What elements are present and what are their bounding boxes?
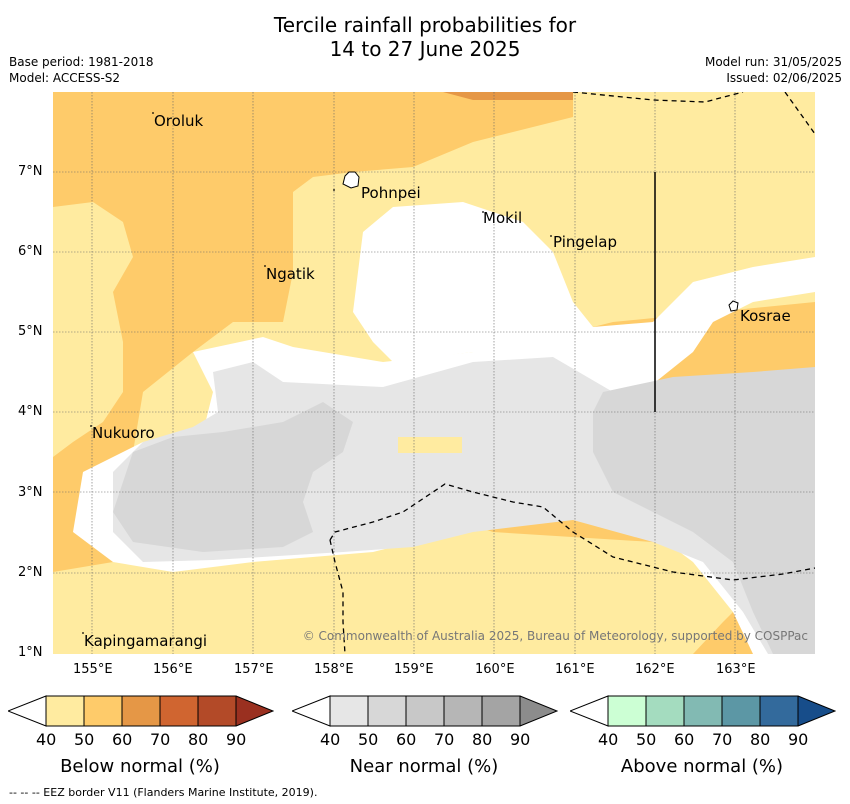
map-title-line1: Tercile rainfall probabilities for [273, 13, 577, 37]
lat-tick-6n: 6°N [18, 244, 43, 259]
below-normal-40-50-south [53, 512, 753, 654]
colorbar-below-swatch-6 [236, 696, 273, 726]
place-label-kapingamarangi: Kapingamarangi [84, 632, 208, 650]
kosrae-island-shape [728, 300, 739, 312]
lat-tick-3n: 3°N [18, 485, 43, 500]
colorbar-below-tick-90: 90 [226, 730, 247, 749]
below-normal-40-50-patch [398, 437, 462, 453]
colorbar-above-tick-80: 80 [750, 730, 771, 749]
place-label-kosrae: Kosrae [740, 307, 791, 325]
eez-footnote: -- -- -- EEZ border V11 (Flanders Marine… [9, 786, 318, 799]
colorbar-below-swatch-2 [84, 696, 122, 726]
below-normal-40-50-east [553, 132, 653, 312]
place-label-oroluk: Oroluk [154, 112, 204, 130]
model-run: Model run: 31/05/2025 [704, 55, 842, 69]
lat-tick-7n: 7°N [18, 164, 43, 179]
colorbar-below-tick-40: 40 [36, 730, 57, 749]
colorbar-above-tick-40: 40 [598, 730, 619, 749]
colorbar-above-swatch-5 [760, 696, 798, 726]
lon-tick-160e: 160°E [475, 662, 515, 677]
place-label-mokil: Mokil [483, 209, 523, 227]
colorbar-near-swatch-1 [330, 696, 368, 726]
colorbar-near-tick-40: 40 [320, 730, 341, 749]
colorbar-above-tick-60: 60 [674, 730, 695, 749]
place-label-pingelap: Pingelap [553, 233, 618, 251]
colorbar-below-swatch-3 [122, 696, 160, 726]
colorbar-near-swatch-3 [406, 696, 444, 726]
colorbar-above-swatch-3 [684, 696, 722, 726]
below-normal-60-70-region [443, 92, 613, 100]
colorbar-near-tick-90: 90 [510, 730, 531, 749]
eez-border [329, 92, 815, 654]
colorbar-near-swatch-5 [482, 696, 520, 726]
colorbar-near-swatch-6 [520, 696, 557, 726]
colorbar-below-swatch-1 [46, 696, 84, 726]
lat-tick-4n: 4°N [18, 404, 43, 419]
colorbar-below-normal [8, 695, 274, 727]
island-markers [82, 112, 552, 634]
rainfall-probability-map [53, 92, 815, 654]
colorbar-above-tick-70: 70 [712, 730, 733, 749]
colorbar-above-tick-50: 50 [636, 730, 657, 749]
colorbar-near-tick-80: 80 [472, 730, 493, 749]
colorbar-below-swatch-4 [160, 696, 198, 726]
colorbar-near-normal [292, 695, 558, 727]
colorbar-above-tick-90: 90 [788, 730, 809, 749]
colorbar-above-swatch-4 [722, 696, 760, 726]
near-normal-50-60-west [113, 402, 353, 552]
place-label-ngatik: Ngatik [266, 265, 315, 283]
colorbar-below-swatch-5 [198, 696, 236, 726]
colorbar-above-normal [570, 695, 836, 727]
colorbar-near-swatch-2 [368, 696, 406, 726]
pohnpei-island-shape [342, 171, 360, 189]
near-normal-50-60-east [593, 367, 815, 654]
colorbar-below-tick-50: 50 [74, 730, 95, 749]
copyright-notice: © Commonwealth of Australia 2025, Bureau… [302, 629, 808, 643]
colorbar-near-tick-60: 60 [396, 730, 417, 749]
base-period: Base period: 1981-2018 [9, 55, 154, 69]
colorbar-above-swatch-1 [608, 696, 646, 726]
colorbar-below-label: Below normal (%) [60, 756, 220, 777]
colorbar-near-tick-70: 70 [434, 730, 455, 749]
lat-tick-1n: 1°N [18, 645, 43, 660]
map-title-line2: 14 to 27 June 2025 [329, 37, 521, 61]
lat-tick-2n: 2°N [18, 565, 43, 580]
colorbar-above-label: Above normal (%) [620, 756, 784, 777]
issued-date: Issued: 02/06/2025 [726, 71, 842, 85]
colorbar-below-tick-60: 60 [112, 730, 133, 749]
colorbar-above-swatch-2 [646, 696, 684, 726]
lon-tick-158e: 158°E [314, 662, 354, 677]
lon-tick-161e: 161°E [555, 662, 595, 677]
lon-tick-156e: 156°E [153, 662, 193, 677]
place-label-pohnpei: Pohnpei [361, 184, 421, 202]
colorbar-near-tick-50: 50 [358, 730, 379, 749]
colorbar-below-tick-70: 70 [150, 730, 171, 749]
colorbar-below-tick-80: 80 [188, 730, 209, 749]
lon-tick-157e: 157°E [234, 662, 274, 677]
model-name: Model: ACCESS-S2 [9, 71, 121, 85]
colorbar-near-swatch-4 [444, 696, 482, 726]
lon-tick-155e: 155°E [73, 662, 113, 677]
lon-tick-162e: 162°E [635, 662, 675, 677]
lat-tick-5n: 5°N [18, 324, 43, 339]
colorbar-above-swatch-6 [798, 696, 835, 726]
lon-tick-159e: 159°E [394, 662, 434, 677]
lon-tick-163e: 163°E [716, 662, 756, 677]
colorbar-near-label: Near normal (%) [349, 756, 499, 777]
below-normal-40-50-west [53, 202, 133, 457]
place-label-nukuoro: Nukuoro [92, 424, 155, 442]
